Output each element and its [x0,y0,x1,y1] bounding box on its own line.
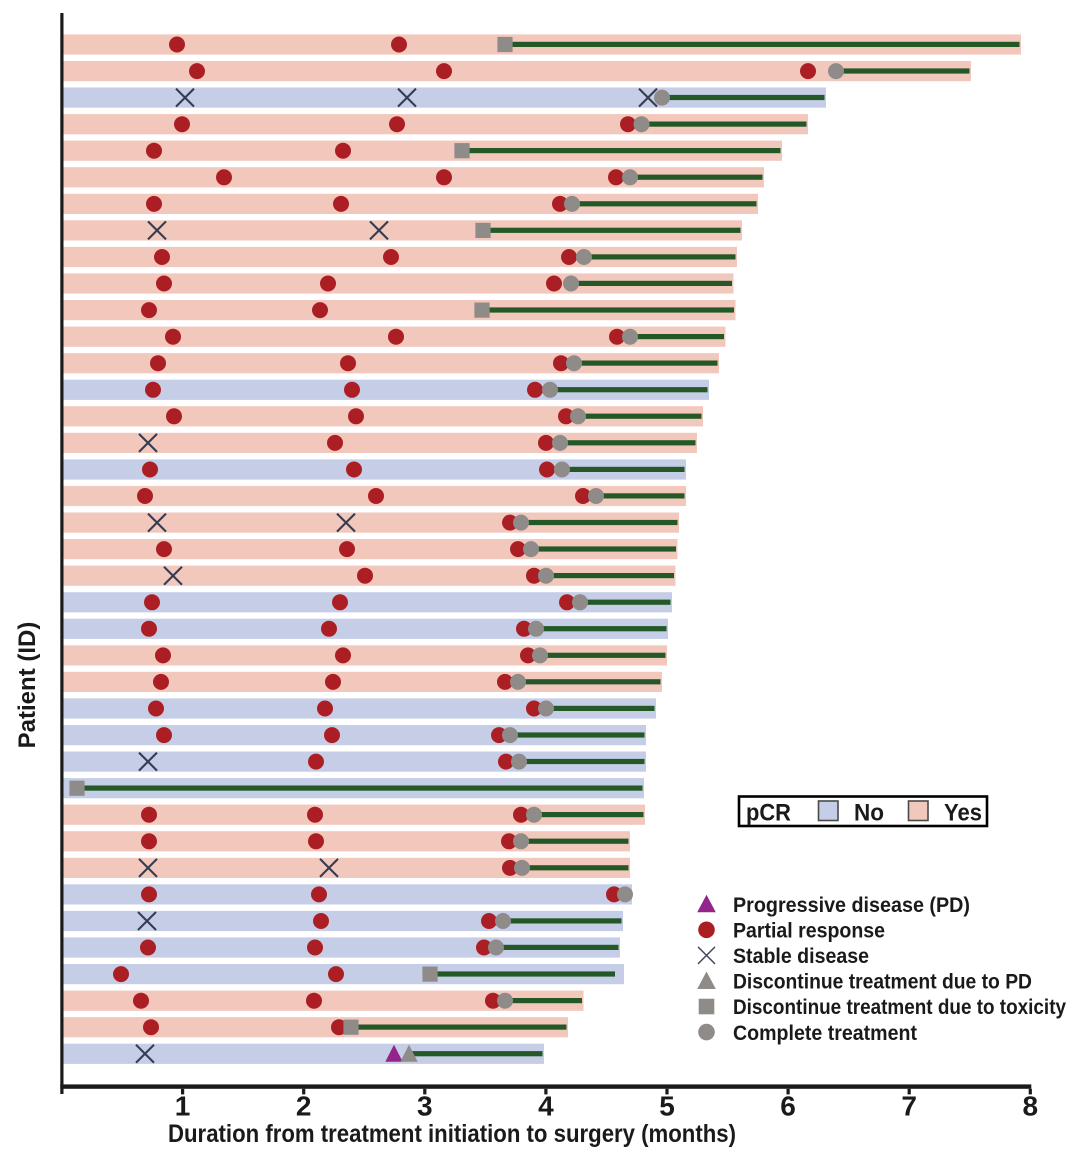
svg-text:Complete treatment: Complete treatment [733,1021,917,1045]
svg-text:Partial response: Partial response [733,919,885,943]
svg-text:Duration from treatment initia: Duration from treatment initiation to su… [168,1120,736,1148]
svg-text:2: 2 [296,1091,312,1122]
svg-text:4: 4 [538,1091,554,1122]
svg-text:5: 5 [659,1091,675,1122]
svg-text:3: 3 [417,1091,433,1122]
svg-text:6: 6 [780,1091,796,1122]
svg-text:7: 7 [901,1091,917,1122]
svg-text:Discontinue treatment due to t: Discontinue treatment due to toxicity [733,995,1066,1019]
svg-text:Yes: Yes [944,800,982,827]
svg-text:Progressive disease (PD): Progressive disease (PD) [733,893,970,917]
svg-text:Stable disease: Stable disease [733,944,869,968]
svg-text:1: 1 [175,1091,191,1122]
svg-text:8: 8 [1023,1091,1039,1122]
svg-text:Patient (ID): Patient (ID) [14,622,41,749]
svg-text:No: No [854,800,884,827]
svg-text:pCR: pCR [746,800,791,827]
svg-text:Discontinue treatment due to P: Discontinue treatment due to PD [733,970,1032,994]
